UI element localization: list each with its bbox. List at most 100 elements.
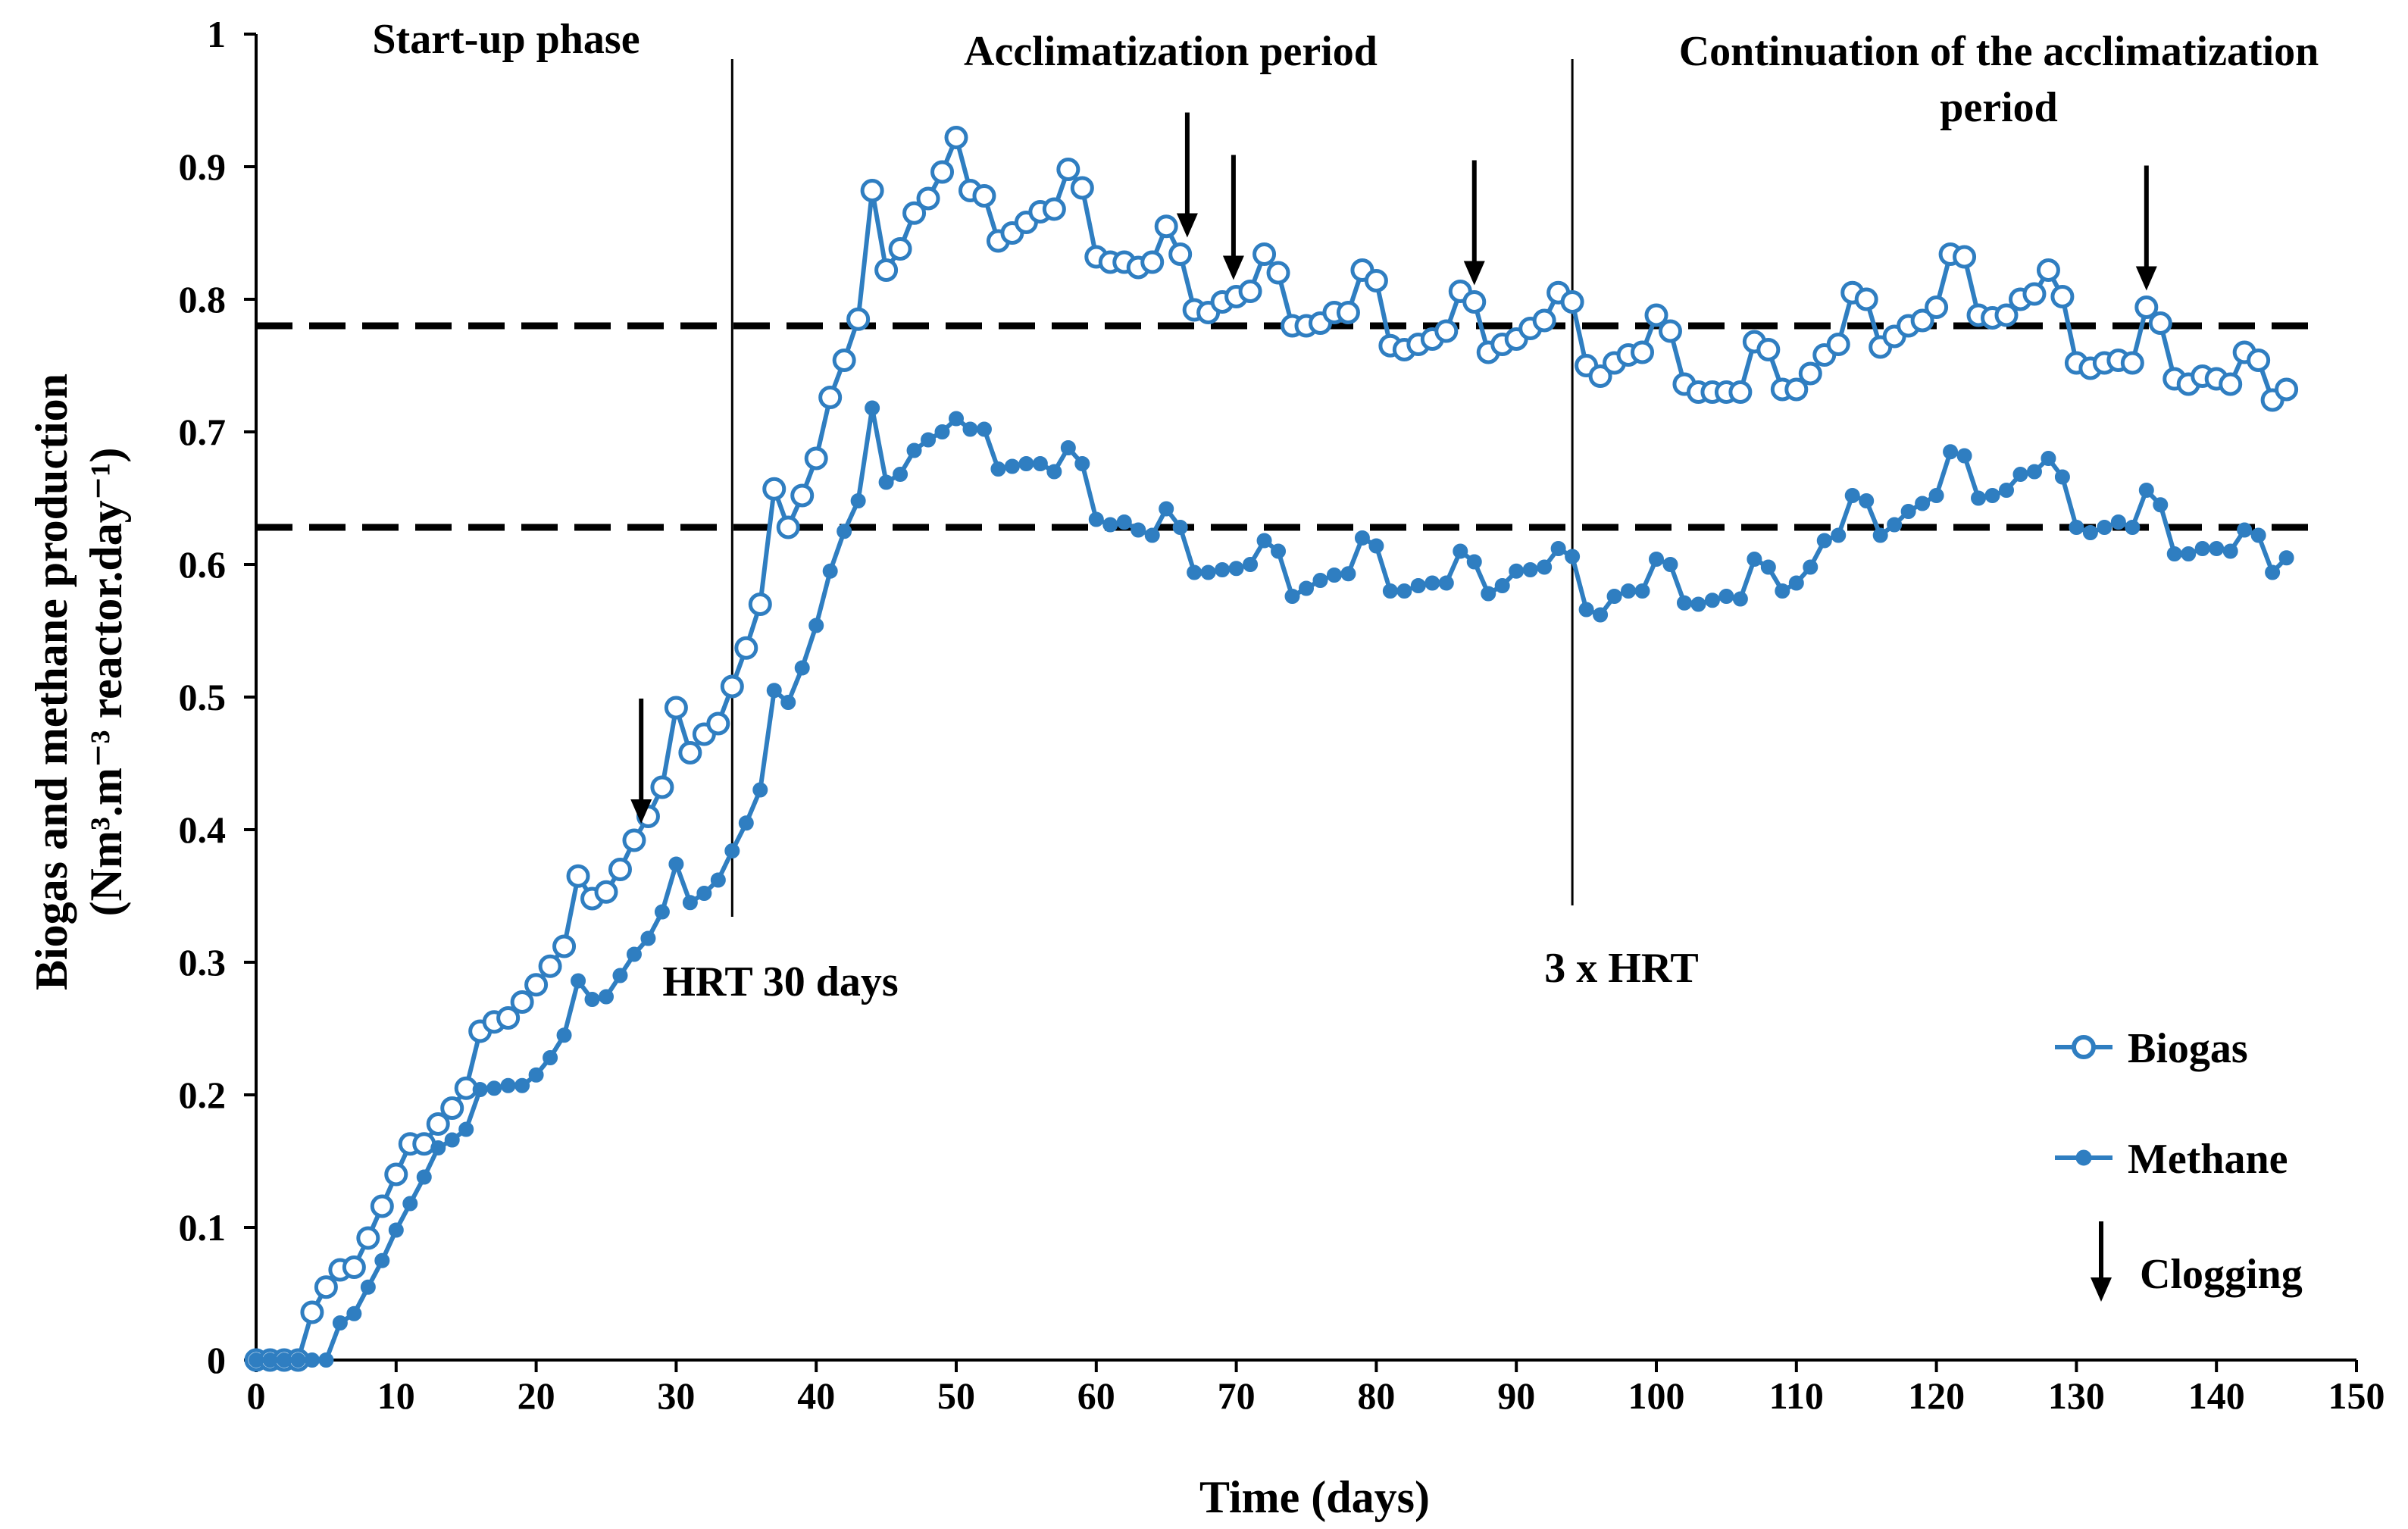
x-tick-label: 40 <box>797 1374 835 1417</box>
clogging-arrows <box>630 112 2157 824</box>
methane-point <box>1074 456 1090 471</box>
clogging-arrow-icon <box>1222 155 1244 280</box>
methane-point <box>2069 520 2084 535</box>
y-axis-title-line1: Biogas and methane production <box>27 374 77 990</box>
biogas-point <box>650 775 674 799</box>
methane-point <box>262 1352 278 1368</box>
biogas-point <box>2120 351 2144 375</box>
methane-point <box>1453 543 1468 559</box>
legend-biogas-label: Biogas <box>2128 1025 2248 1072</box>
biogas-point <box>622 828 646 852</box>
methane-point <box>1565 549 1581 564</box>
biogas-point <box>1252 242 1277 266</box>
y-tick-label: 0.6 <box>179 543 227 586</box>
methane-point <box>2082 525 2098 540</box>
methane-point <box>374 1252 390 1268</box>
x-tick-label: 20 <box>518 1374 555 1417</box>
biogas-point <box>2022 282 2047 306</box>
y-tick-label: 0.2 <box>179 1074 227 1116</box>
methane-point <box>1943 444 1959 460</box>
y-tick-label: 0.9 <box>179 145 227 188</box>
x-tick-label: 10 <box>377 1374 415 1417</box>
biogas-point <box>2134 295 2159 319</box>
phase-label-continuation-line1: Continuation of the acclimatization <box>1679 28 2319 75</box>
biogas-point <box>734 636 758 660</box>
x-tick-label: 50 <box>937 1374 975 1417</box>
methane-point <box>2153 497 2169 513</box>
methane-point <box>1956 448 1972 464</box>
biogas-point <box>1154 214 1178 239</box>
methane-point <box>976 421 992 437</box>
methane-point <box>1271 543 1287 559</box>
biogas-point <box>608 858 632 881</box>
biogas-point <box>1910 308 1934 333</box>
methane-point <box>2166 546 2182 561</box>
methane-point <box>1228 561 1244 577</box>
biogas-point <box>1168 242 1193 266</box>
methane-point <box>1018 456 1034 471</box>
x-tick-label: 110 <box>1769 1374 1824 1417</box>
methane-point <box>1662 557 1678 572</box>
methane-point <box>1732 591 1748 607</box>
methane-point <box>1284 589 1300 604</box>
methane-point <box>1578 602 1594 618</box>
y-tick-label: 0.7 <box>179 411 227 453</box>
methane-point <box>850 493 866 508</box>
biogas-point <box>790 483 815 508</box>
methane-point <box>1593 607 1609 623</box>
methane-point <box>1466 554 1482 570</box>
methane-point <box>1915 496 1931 511</box>
legend-biogas-marker <box>2072 1035 2096 1059</box>
methane-point <box>2237 522 2253 538</box>
methane-point <box>2138 483 2154 498</box>
biogas-point <box>1070 176 1094 200</box>
biogas-point <box>706 711 730 736</box>
methane-point <box>2250 527 2266 543</box>
biogas-point <box>342 1255 366 1279</box>
methane-point <box>1971 490 1987 506</box>
methane-point <box>1494 578 1510 593</box>
biogas-point <box>1462 290 1487 314</box>
biogas-point <box>300 1300 324 1324</box>
methane-point <box>865 400 880 416</box>
methane-point <box>949 411 964 427</box>
biogas-point <box>356 1226 380 1250</box>
methane-point <box>290 1352 306 1368</box>
biogas-point <box>524 973 549 997</box>
methane-point <box>1299 580 1314 596</box>
methane-point <box>1621 583 1637 599</box>
methane-point <box>1004 458 1020 474</box>
biogas-point <box>2036 258 2060 282</box>
biogas-point <box>916 186 940 211</box>
methane-point <box>822 563 838 579</box>
methane-point <box>1788 575 1804 591</box>
methane-point <box>1215 562 1231 577</box>
series-methane <box>249 400 2294 1368</box>
methane-point <box>2265 564 2281 580</box>
methane-point <box>1396 583 1412 599</box>
methane-point <box>1606 589 1622 604</box>
methane-point <box>1060 440 1076 455</box>
legend-methane-label: Methane <box>2128 1136 2288 1183</box>
x-tick-label: 150 <box>2328 1374 2385 1417</box>
x-tick-label: 60 <box>1077 1374 1115 1417</box>
methane-point <box>528 1067 544 1083</box>
methane-point <box>921 432 937 448</box>
methane-point <box>808 618 824 633</box>
methane-point <box>2222 543 2238 559</box>
annotation-hrt30: HRT 30 days <box>662 958 898 1005</box>
biogas-point <box>860 179 884 202</box>
methane-point <box>458 1121 474 1137</box>
methane-point <box>1200 564 1216 580</box>
series-biogas <box>244 126 2299 1372</box>
methane-point <box>906 442 922 458</box>
methane-point <box>1522 562 1538 577</box>
methane-point <box>1382 583 1398 599</box>
methane-point <box>1088 511 1104 527</box>
methane-point <box>654 904 670 920</box>
legend-clogging-label: Clogging <box>2140 1251 2303 1298</box>
methane-point <box>710 872 726 888</box>
methane-point <box>640 930 656 946</box>
biogas-point <box>1798 361 1822 386</box>
y-tick-label: 0.3 <box>179 941 227 983</box>
